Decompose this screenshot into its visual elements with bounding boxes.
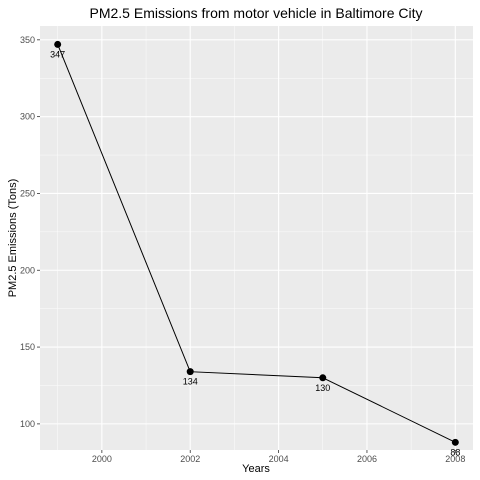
- x-tick-label: 2002: [180, 454, 200, 464]
- series-line: [57, 44, 456, 443]
- data-point: [186, 368, 194, 376]
- data-label: 134: [183, 377, 198, 387]
- x-axis-title: Years: [242, 463, 270, 475]
- plot-panel: [40, 26, 473, 450]
- y-tick-label: 200: [20, 265, 35, 275]
- y-tick-label: 350: [20, 35, 35, 45]
- x-tick-label: 2000: [92, 454, 112, 464]
- chart-title: PM2.5 Emissions from motor vehicle in Ba…: [90, 5, 423, 21]
- x-tick-label: 2004: [269, 454, 289, 464]
- data-point: [451, 438, 459, 446]
- data-label: 347: [50, 49, 65, 59]
- y-axis-title: PM2.5 Emissions (Tons): [7, 179, 19, 298]
- y-axis-ticks: 100 150 200 250 300 350: [20, 35, 40, 429]
- x-axis-ticks: 2000 2002 2004 2006 2008: [92, 450, 465, 464]
- x-tick-label: 2006: [357, 454, 377, 464]
- y-tick-label: 150: [20, 342, 35, 352]
- data-label: 130: [315, 383, 330, 393]
- y-tick-label: 300: [20, 112, 35, 122]
- data-points: [54, 40, 459, 446]
- y-tick-label: 250: [20, 188, 35, 198]
- major-gridlines: [40, 26, 473, 450]
- y-tick-label: 100: [20, 419, 35, 429]
- x-tick-label: 2008: [445, 454, 465, 464]
- minor-gridlines: [40, 26, 473, 450]
- data-point: [319, 374, 327, 382]
- data-point: [54, 40, 62, 48]
